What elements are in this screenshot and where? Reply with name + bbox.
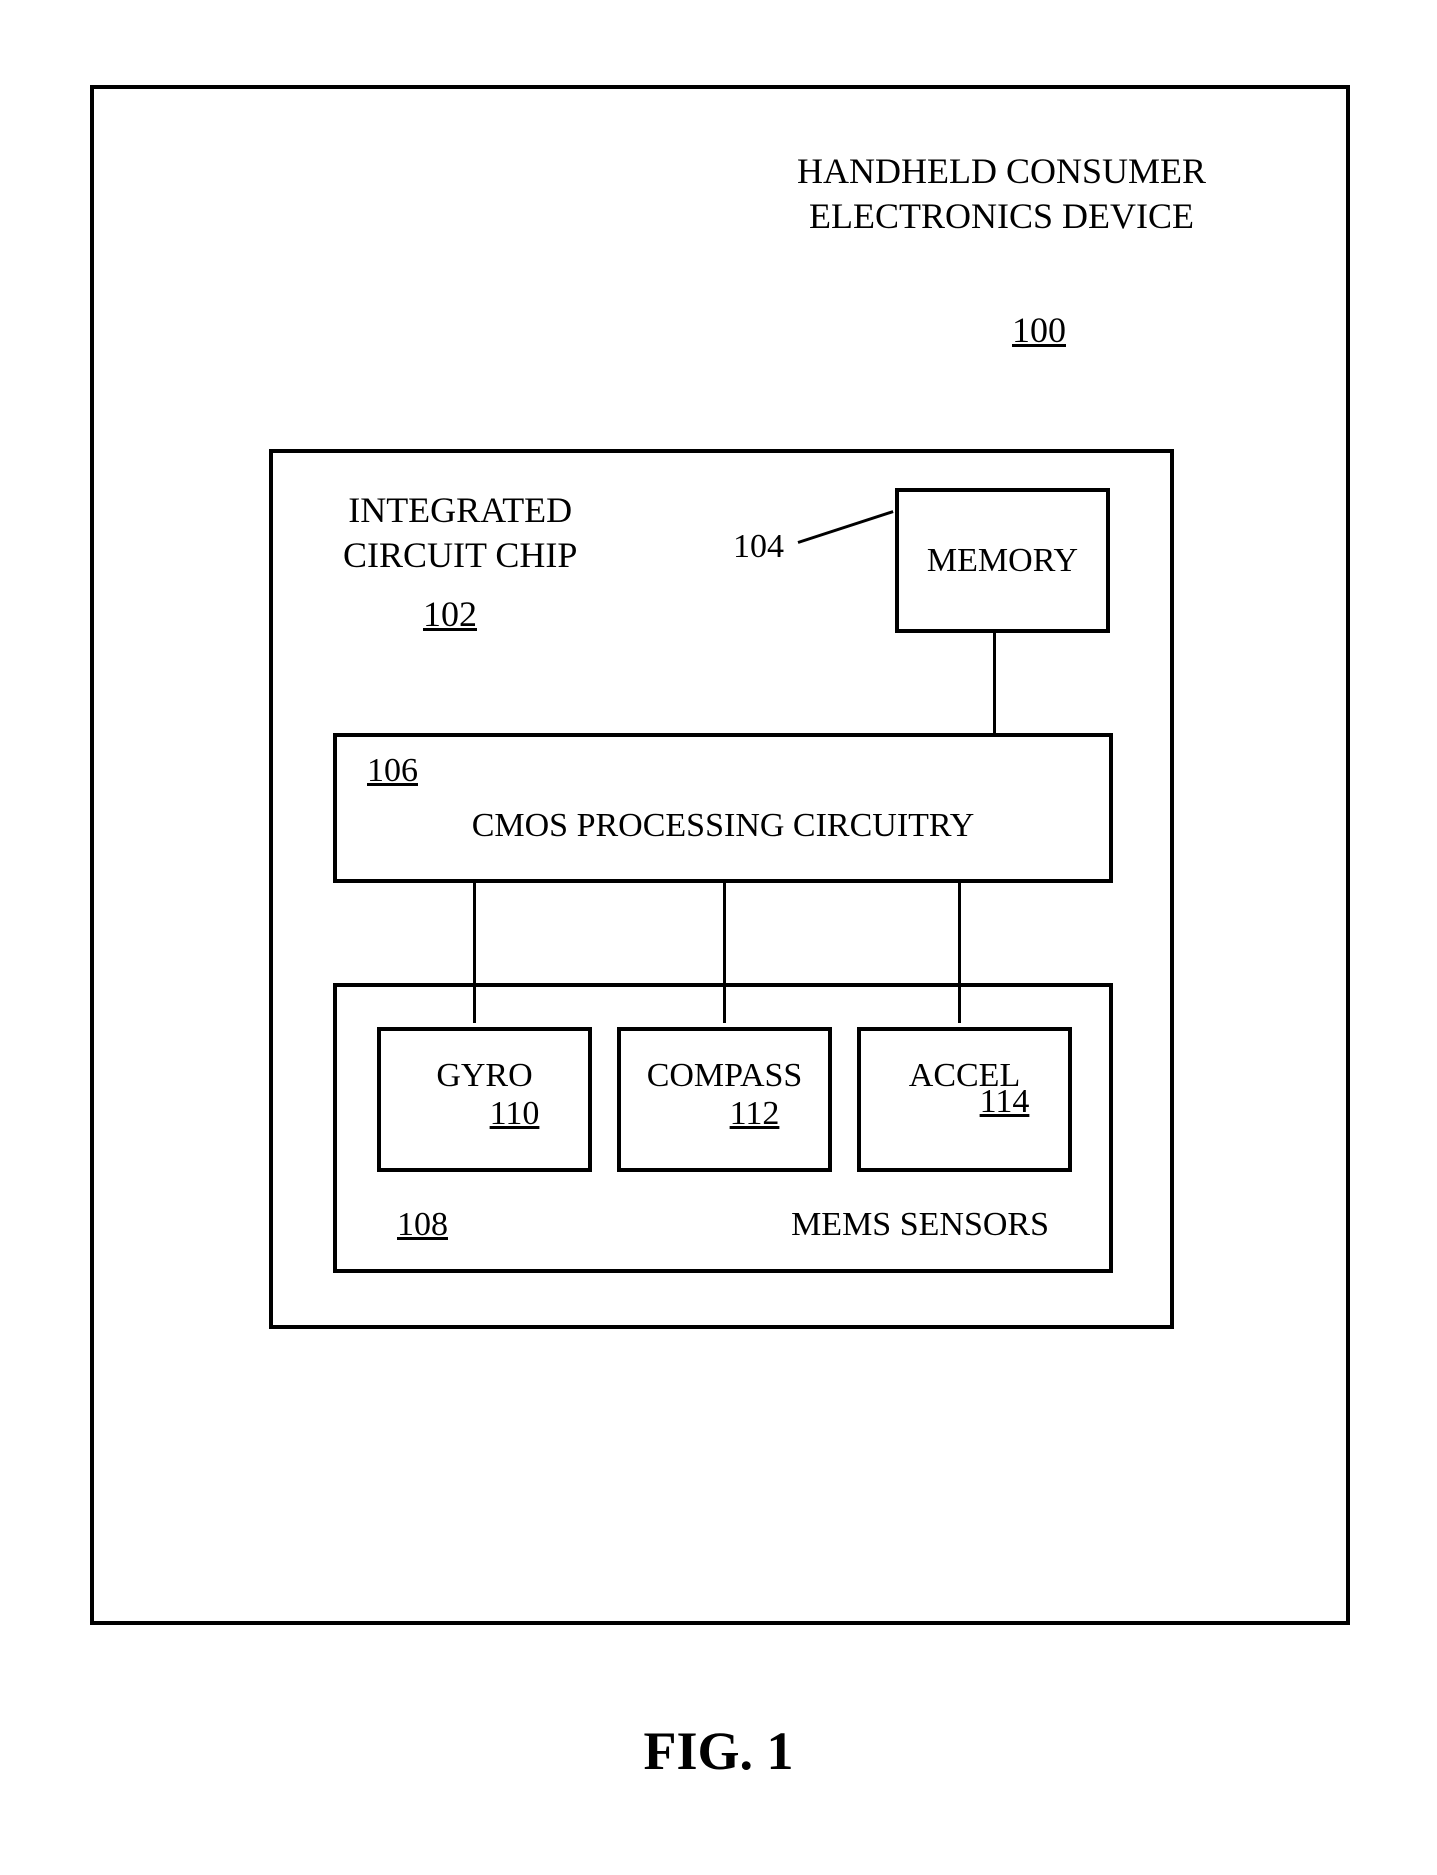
sensor-box-accel: ACCEL 114 — [857, 1027, 1072, 1172]
sensor-label-gyro: GYRO — [381, 1059, 588, 1093]
cmos-box: 106 CMOS PROCESSING CIRCUITRY — [333, 733, 1113, 883]
memory-ref: 104 — [733, 528, 784, 566]
cmos-label: CMOS PROCESSING CIRCUITRY — [337, 807, 1109, 845]
mems-box: GYRO 110 COMPASS 112 ACCEL 114 108 MEMS … — [333, 983, 1113, 1273]
device-frame: HANDHELD CONSUMER ELECTRONICS DEVICE 100… — [90, 85, 1350, 1625]
memory-ref-wrap: 104 — [733, 528, 784, 566]
chip-ref: 102 — [423, 593, 477, 635]
memory-leader-line — [798, 510, 894, 544]
sensor-ref-gyro: 110 — [490, 1095, 540, 1133]
sensor-label-compass: COMPASS — [621, 1059, 828, 1093]
sensor-ref-compass: 112 — [730, 1095, 780, 1133]
device-ref: 100 — [1012, 309, 1066, 351]
page: HANDHELD CONSUMER ELECTRONICS DEVICE 100… — [0, 0, 1437, 1875]
sensor-ref-accel: 114 — [980, 1083, 1030, 1121]
chip-title-line1: INTEGRATED — [348, 490, 572, 530]
mems-ref: 108 — [397, 1206, 448, 1244]
cmos-ref: 106 — [367, 752, 418, 790]
device-title-line1: HANDHELD CONSUMER — [797, 151, 1206, 191]
memory-label: MEMORY — [927, 542, 1078, 580]
device-title: HANDHELD CONSUMER ELECTRONICS DEVICE — [797, 149, 1206, 239]
chip-box: INTEGRATED CIRCUIT CHIP 102 104 MEMORY 1… — [269, 449, 1174, 1329]
figure-caption: FIG. 1 — [0, 1720, 1437, 1782]
chip-title-line2: CIRCUIT CHIP — [343, 535, 577, 575]
mems-label: MEMS SENSORS — [791, 1206, 1049, 1244]
sensor-label-accel: ACCEL — [861, 1059, 1068, 1093]
sensor-box-gyro: GYRO 110 — [377, 1027, 592, 1172]
memory-box: MEMORY — [895, 488, 1110, 633]
sensor-box-compass: COMPASS 112 — [617, 1027, 832, 1172]
chip-title: INTEGRATED CIRCUIT CHIP — [343, 488, 577, 578]
device-title-line2: ELECTRONICS DEVICE — [809, 196, 1194, 236]
connector-memory-cmos — [993, 633, 996, 733]
